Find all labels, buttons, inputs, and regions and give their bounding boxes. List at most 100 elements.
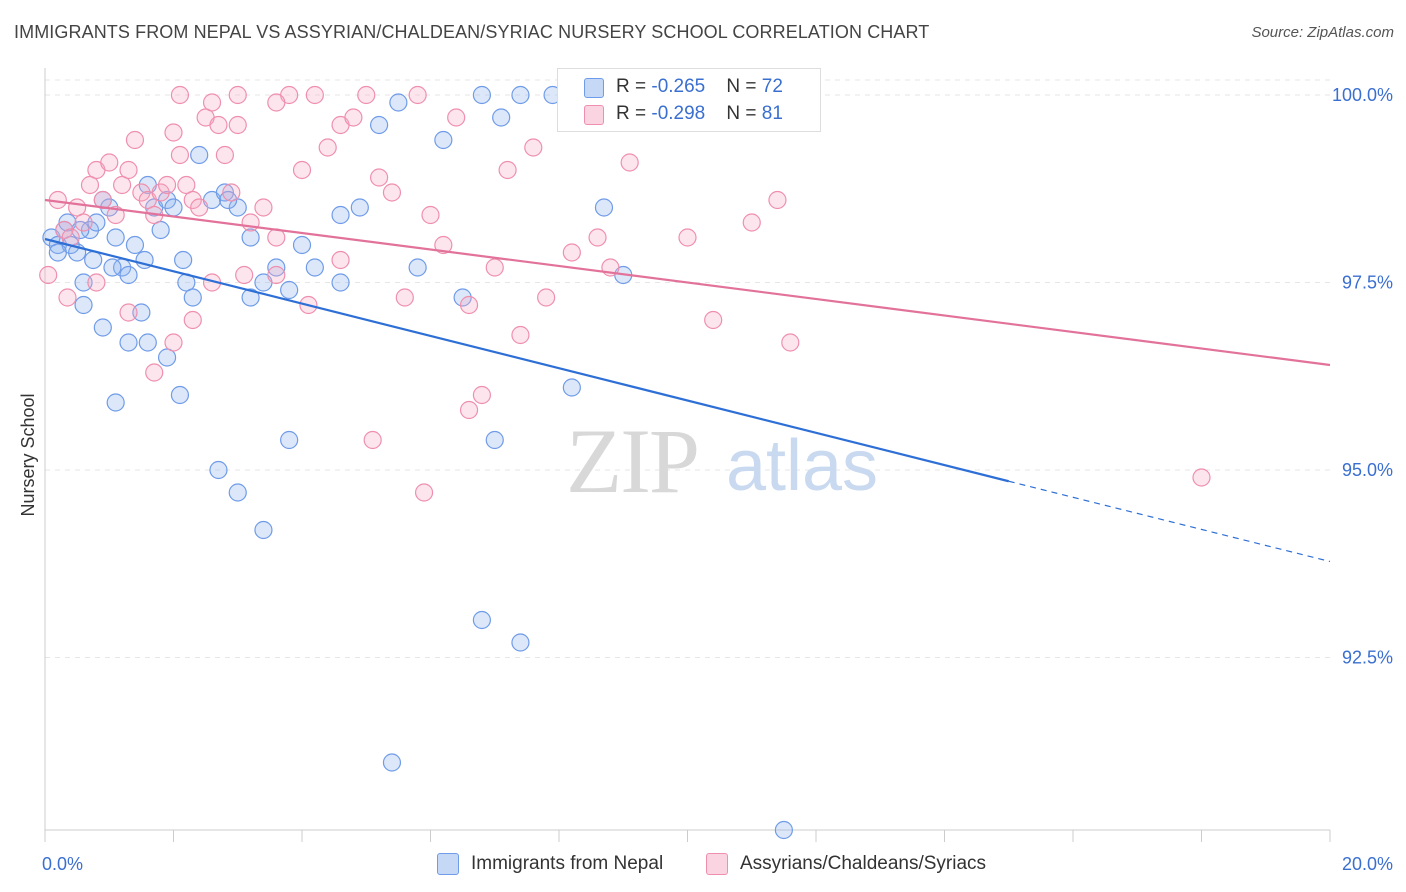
point-assyrian	[74, 213, 93, 232]
point-nepal	[594, 198, 614, 217]
point-assyrian	[781, 333, 800, 352]
point-nepal	[84, 250, 103, 270]
source-label: Source: ZipAtlas.com	[1251, 24, 1394, 41]
point-assyrian	[370, 168, 389, 187]
point-assyrian	[344, 108, 363, 127]
point-nepal	[331, 273, 350, 292]
point-assyrian	[209, 115, 228, 135]
point-nepal	[106, 393, 125, 412]
point-assyrian	[704, 310, 723, 330]
point-assyrian	[228, 115, 247, 135]
legend-swatch-assyrian	[706, 853, 728, 875]
trend-line-assyrian	[44, 198, 1331, 367]
point-nepal	[183, 288, 202, 307]
point-assyrian	[177, 175, 196, 195]
point-nepal	[774, 820, 793, 840]
point-nepal	[370, 115, 389, 135]
point-assyrian	[459, 400, 479, 420]
point-nepal	[157, 190, 177, 210]
point-nepal	[453, 288, 472, 307]
series-assyrian-points	[39, 85, 1211, 502]
point-assyrian	[562, 243, 581, 262]
point-nepal	[157, 348, 177, 367]
trend-lines	[44, 198, 1331, 563]
point-nepal	[151, 220, 170, 240]
point-nepal	[87, 213, 106, 232]
point-nepal	[174, 250, 193, 270]
point-assyrian	[100, 153, 119, 172]
point-assyrian	[151, 183, 170, 202]
point-nepal	[472, 85, 491, 105]
point-nepal	[74, 295, 93, 315]
series-legend: Immigrants from Nepal Assyrians/Chaldean…	[0, 852, 1406, 878]
point-nepal	[138, 333, 157, 352]
point-assyrian	[537, 288, 556, 307]
point-assyrian	[434, 235, 453, 255]
point-assyrian	[106, 205, 125, 225]
point-nepal	[80, 220, 100, 240]
point-assyrian	[421, 205, 440, 225]
y-axis-label: Nursery School	[18, 393, 38, 516]
point-nepal	[292, 235, 312, 255]
point-assyrian	[678, 228, 697, 247]
point-nepal	[241, 288, 260, 307]
point-assyrian	[588, 228, 607, 247]
point-assyrian	[498, 160, 517, 180]
point-assyrian	[164, 333, 183, 352]
chart-title: IMMIGRANTS FROM NEPAL VS ASSYRIAN/CHALDE…	[14, 22, 930, 42]
point-nepal	[492, 108, 511, 127]
point-assyrian	[363, 430, 382, 450]
point-assyrian	[331, 250, 350, 270]
point-nepal	[164, 198, 183, 217]
x-tick-label: 0.0%	[42, 854, 83, 874]
point-assyrian	[472, 385, 491, 405]
point-nepal	[382, 753, 402, 772]
point-nepal	[74, 273, 93, 292]
point-assyrian	[235, 265, 254, 285]
point-assyrian	[58, 288, 77, 307]
point-nepal	[125, 235, 145, 255]
point-nepal	[485, 430, 504, 450]
point-nepal	[472, 610, 491, 630]
point-assyrian	[485, 258, 504, 277]
point-assyrian	[524, 138, 543, 157]
point-assyrian	[125, 130, 145, 150]
legend-swatch-nepal	[437, 853, 459, 875]
watermark-zip: ZIP	[566, 410, 698, 512]
y-tick-label: 100.0%	[1332, 85, 1393, 105]
point-nepal	[228, 198, 247, 217]
point-nepal	[48, 243, 67, 262]
point-nepal	[170, 385, 190, 405]
point-assyrian	[202, 93, 222, 112]
point-assyrian	[768, 190, 787, 210]
legend-label-nepal: Immigrants from Nepal	[471, 853, 664, 874]
point-nepal	[119, 265, 138, 285]
watermark: ZIP atlas	[566, 410, 878, 512]
point-assyrian	[254, 198, 273, 217]
point-assyrian	[119, 303, 138, 322]
point-nepal	[280, 280, 299, 300]
y-tick-label: 97.5%	[1342, 273, 1393, 293]
point-nepal	[434, 130, 453, 150]
trend-line-nepal	[44, 237, 1010, 483]
n-value: 81	[761, 103, 783, 124]
r-value: -0.265	[651, 76, 706, 97]
point-assyrian	[459, 295, 479, 315]
point-assyrian	[1192, 468, 1211, 487]
point-assyrian	[267, 93, 286, 112]
point-nepal	[254, 520, 273, 540]
point-assyrian	[511, 325, 530, 345]
point-assyrian	[318, 138, 337, 157]
point-nepal	[389, 93, 408, 112]
point-assyrian	[119, 160, 138, 180]
point-assyrian	[408, 85, 427, 105]
point-nepal	[209, 460, 228, 480]
stats-legend: R = -0.265 N = 72 R = -0.298 N = 81	[557, 68, 821, 132]
n-label: N =	[726, 103, 762, 124]
point-assyrian	[55, 220, 74, 240]
y-tick-label: 95.0%	[1342, 460, 1393, 480]
point-assyrian	[183, 310, 202, 330]
point-nepal	[408, 258, 427, 277]
r-value: -0.298	[651, 103, 706, 124]
